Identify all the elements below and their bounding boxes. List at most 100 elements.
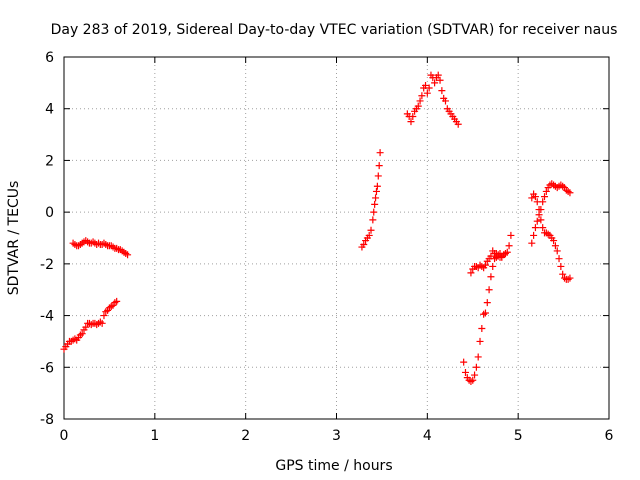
data-point [544, 230, 552, 238]
data-point [507, 231, 515, 239]
data-point [472, 363, 480, 371]
data-point [539, 224, 547, 232]
data-point [414, 102, 422, 110]
data-point [372, 194, 380, 202]
data-point [409, 112, 417, 120]
y-tick-label: -4 [40, 309, 54, 325]
data-point [365, 231, 373, 239]
data-point [531, 224, 539, 232]
x-tick-label: 2 [241, 428, 250, 444]
series-1 [69, 237, 132, 259]
data-point [460, 358, 468, 366]
data-point [376, 149, 384, 157]
data-point [537, 206, 545, 214]
data-point [369, 216, 377, 224]
series-4 [460, 250, 506, 386]
data-point [528, 194, 536, 202]
y-tick-label: 4 [45, 102, 54, 118]
data-point [535, 211, 543, 219]
data-point [537, 216, 545, 224]
x-axis-label: GPS time / hours [275, 458, 392, 474]
data-point [487, 252, 495, 260]
data-point [375, 162, 383, 170]
series-5 [467, 231, 515, 277]
data-point [436, 76, 444, 84]
data-point [566, 274, 574, 282]
y-axis-label: SDTVAR / TECUs [6, 181, 22, 296]
data-point [551, 242, 559, 250]
y-tick-label: 6 [45, 50, 54, 66]
data-point [533, 217, 541, 225]
y-tick-label: 2 [45, 153, 54, 169]
grid-lines [64, 57, 609, 419]
data-point [476, 337, 484, 345]
data-point [102, 308, 110, 316]
data-point [505, 242, 513, 250]
x-tick-label: 3 [332, 428, 341, 444]
y-tick-label: -8 [40, 412, 54, 428]
data-point [471, 371, 479, 379]
data-point [564, 275, 572, 283]
data-point [530, 231, 538, 239]
data-point [78, 330, 86, 338]
data-point [360, 240, 368, 248]
data-point [102, 240, 110, 248]
x-tick-label: 1 [150, 428, 159, 444]
data-point [431, 79, 439, 87]
data-point [454, 120, 462, 128]
data-point [481, 309, 489, 317]
data-point [564, 187, 572, 195]
data-point [550, 237, 558, 245]
chart-title: Day 283 of 2019, Sidereal Day-to-day VTE… [51, 22, 618, 38]
data-point [531, 193, 539, 201]
data-point [416, 97, 424, 105]
x-tick-label: 6 [605, 428, 614, 444]
data-points [60, 71, 574, 386]
data-point [423, 89, 431, 97]
data-point [557, 262, 565, 270]
data-point [442, 97, 449, 105]
x-tick-label: 0 [60, 428, 69, 444]
data-point [469, 376, 477, 384]
data-point [566, 189, 574, 197]
data-point [489, 262, 497, 270]
data-point [461, 368, 469, 376]
y-tick-label: -6 [40, 360, 54, 376]
x-tick-label: 5 [514, 428, 523, 444]
data-point [100, 312, 108, 320]
data-point [478, 325, 486, 332]
data-point [370, 208, 378, 216]
series-2 [358, 149, 384, 251]
data-point [481, 261, 489, 269]
data-point [467, 269, 475, 277]
data-point [434, 71, 442, 79]
y-tick-label: 0 [45, 205, 54, 221]
data-point [528, 239, 536, 247]
data-point [438, 87, 446, 95]
data-point [371, 200, 379, 208]
data-point [542, 187, 550, 195]
y-tick-label: -2 [40, 257, 54, 273]
data-point [124, 251, 132, 259]
axis-ticks: 0 1 2 3 4 5 6 -8 -6 -4 -2 0 2 4 6 [40, 50, 614, 444]
data-point [503, 248, 511, 256]
data-point [487, 273, 495, 281]
data-point [82, 323, 90, 331]
data-point [425, 84, 433, 92]
data-point [98, 319, 106, 327]
data-point [407, 118, 415, 126]
data-point [467, 378, 475, 386]
x-tick-label: 4 [423, 428, 432, 444]
data-point [374, 172, 382, 180]
data-point [474, 353, 482, 361]
series-0 [60, 297, 121, 353]
data-point [367, 226, 375, 234]
data-point [485, 286, 493, 294]
data-point [555, 255, 563, 263]
series-6 [528, 190, 574, 283]
data-point [559, 182, 567, 190]
data-point [539, 198, 547, 206]
data-point [422, 81, 430, 89]
data-point [553, 247, 561, 255]
data-point [480, 310, 488, 318]
